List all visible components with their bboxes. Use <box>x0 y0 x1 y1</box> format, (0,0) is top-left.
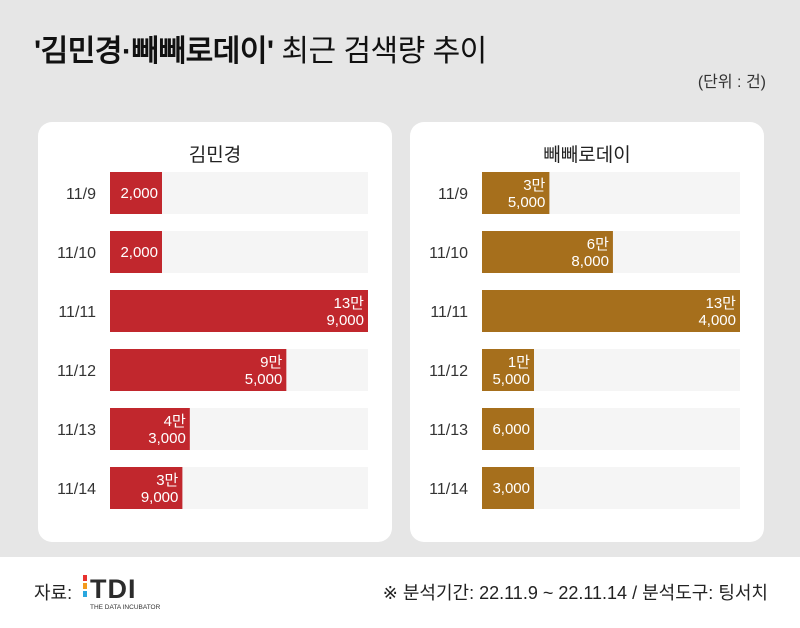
bar-chart-right: 11/9 3만 5,000 11/10 6만 8,000 11/11 13만 4,000 11/1… <box>429 172 740 509</box>
title-names: '김민경·빼빼로데이' <box>34 35 274 68</box>
footer: 자료: TDI THE DATA INCUBATOR ※ 분석기간: 22.11… <box>0 557 800 628</box>
bar <box>482 172 550 214</box>
category-label: 11/13 <box>57 422 96 439</box>
value-label: 2,000 <box>120 244 158 261</box>
value-label: 1만 5,000 <box>492 354 530 388</box>
tdi-logo: TDI THE DATA INCUBATOR <box>83 574 161 611</box>
panel-kimminkyung: 김민경 11/9 2,000 11/10 2,000 11/11 13만 9,000 11/1… <box>38 122 392 542</box>
value-label: 13만 9,000 <box>326 295 364 329</box>
bar <box>110 172 162 214</box>
unit-label: (단위 : 건) <box>697 74 766 91</box>
category-label: 11/14 <box>429 481 468 498</box>
bar <box>482 408 534 450</box>
value-label: 6,000 <box>492 421 530 438</box>
bar <box>110 349 287 391</box>
panel-pepero-day: 빼빼로데이 11/9 3만 5,000 11/10 6만 8,000 11/11 13만 4,0… <box>410 122 764 542</box>
category-label: 11/11 <box>58 304 96 321</box>
bar <box>482 349 534 391</box>
value-label: 3만 5,000 <box>508 177 546 211</box>
category-label: 11/11 <box>430 304 468 321</box>
value-label: 13만 4,000 <box>698 295 736 329</box>
bar <box>482 231 613 273</box>
bar <box>110 290 368 332</box>
value-label: 6만 8,000 <box>571 236 609 270</box>
category-label: 11/9 <box>438 186 468 203</box>
value-label: 2,000 <box>120 185 158 202</box>
bar <box>482 290 740 332</box>
category-label: 11/10 <box>57 245 96 262</box>
bar <box>110 408 190 450</box>
bar-chart-left: 11/9 2,000 11/10 2,000 11/11 13만 9,000 11/12 9만 5… <box>57 172 368 509</box>
category-label: 11/12 <box>57 363 96 380</box>
chart-title: '김민경·빼빼로데이' 최근 검색량 추이 <box>34 26 487 70</box>
bar <box>482 467 534 509</box>
category-label: 11/12 <box>429 363 468 380</box>
category-label: 11/9 <box>66 186 96 203</box>
logo-text: TDI <box>90 574 137 604</box>
value-label: 9만 5,000 <box>245 354 283 388</box>
category-label: 11/10 <box>429 245 468 262</box>
source-label: 자료: <box>34 583 73 603</box>
panel-title-left: 김민경 <box>188 145 242 166</box>
logo-subtext: THE DATA INCUBATOR <box>90 604 161 611</box>
category-label: 11/14 <box>57 481 96 498</box>
value-label: 4만 3,000 <box>148 413 186 447</box>
value-label: 3만 9,000 <box>141 472 179 506</box>
category-label: 11/13 <box>429 422 468 439</box>
title-rest: 최근 검색량 추이 <box>281 35 487 68</box>
bar <box>110 231 162 273</box>
analysis-note: ※ 분석기간: 22.11.9 ~ 22.11.14 / 분석도구: 팅서치 <box>382 583 768 603</box>
bar <box>110 467 183 509</box>
panel-title-right: 빼빼로데이 <box>543 145 631 166</box>
value-label: 3,000 <box>492 480 530 497</box>
